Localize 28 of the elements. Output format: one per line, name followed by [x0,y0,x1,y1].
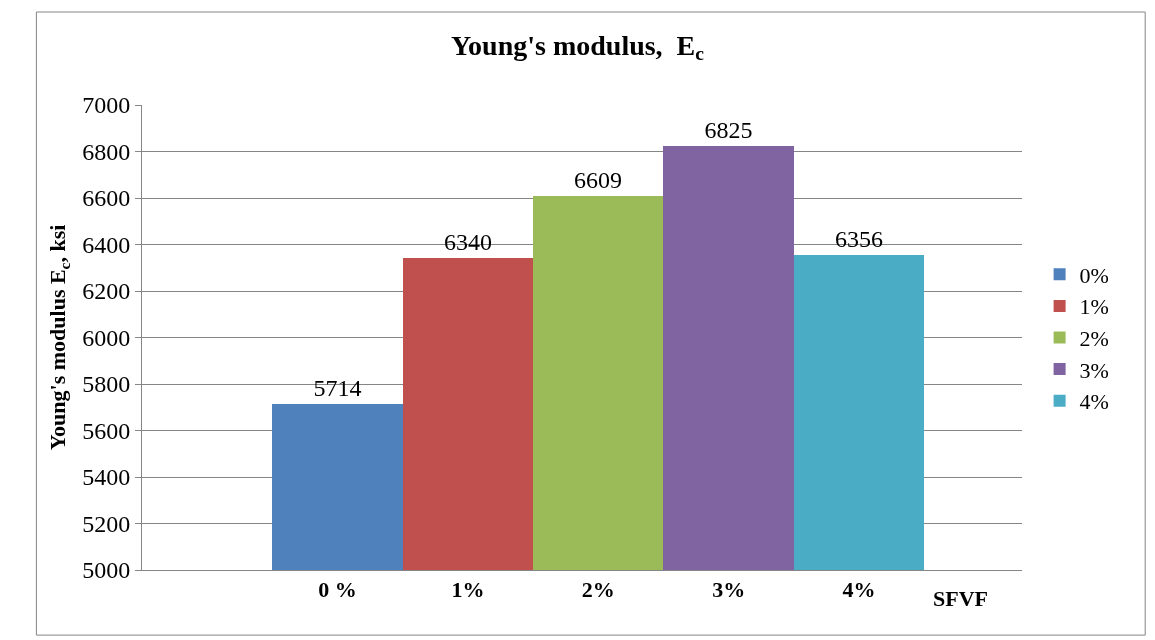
data-label: 6340 [444,229,492,255]
y-tick-label: 6600 [82,185,131,212]
y-tick-label: 7000 [82,92,131,119]
x-tick-label: 1% [451,577,485,603]
y-tick-label: 5000 [82,557,131,584]
legend-label: 1% [1079,294,1109,320]
y-tick-label: 6200 [82,278,131,305]
legend-label: 3% [1079,357,1109,383]
chart-title: Young's modulus, E$_{c}$ [450,29,705,65]
y-tick-label: 5800 [82,371,131,398]
x-tick-label: 2% [581,577,615,603]
data-label: 6356 [835,226,883,252]
x-tick-label: 3% [712,577,746,603]
x-tick-label: 0 % [318,577,357,603]
data-label: 5714 [313,375,362,401]
x-axis-title: SFVF [933,586,988,611]
legend-label: 2% [1079,326,1109,352]
x-tick-label: 4% [842,577,876,603]
y-tick-label: 5200 [82,510,131,537]
data-label: 6825 [704,117,753,143]
y-tick-label: 6000 [82,324,131,351]
legend-label: 4% [1079,389,1109,415]
y-tick-label: 5600 [82,417,131,444]
y-tick-label: 6800 [82,138,131,165]
y-tick-label: 5400 [82,464,131,491]
data-label: 6609 [574,167,622,193]
legend-label: 0% [1079,262,1109,288]
y-tick-label: 6400 [82,231,131,258]
